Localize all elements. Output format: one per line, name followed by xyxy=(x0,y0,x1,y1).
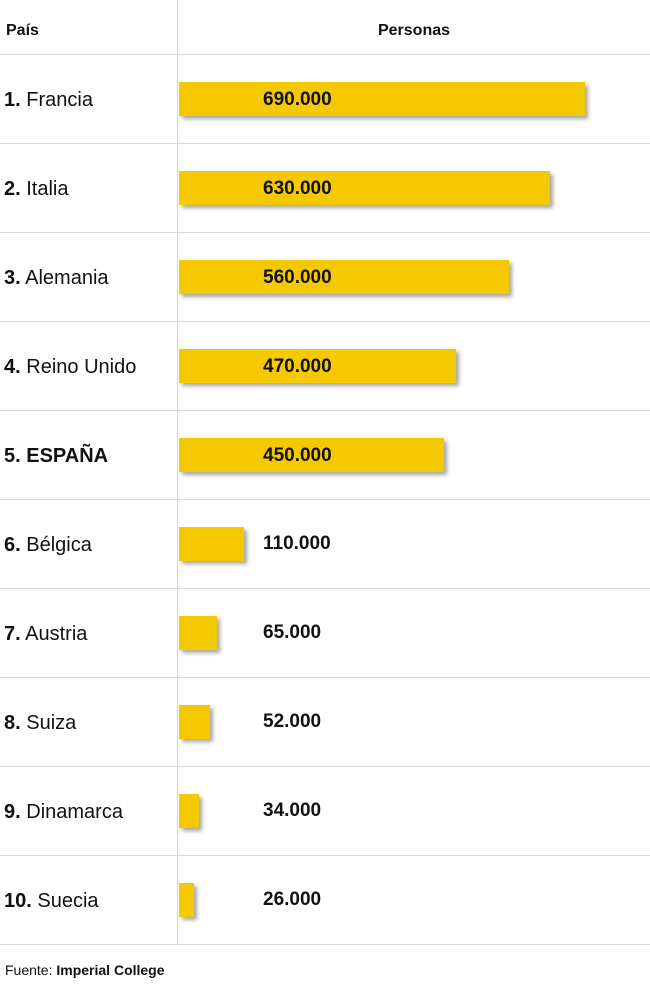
country-label: 3. Alemania xyxy=(4,267,109,290)
country-name: Suiza xyxy=(26,712,77,734)
country-name: Alemania xyxy=(25,267,109,289)
rank-number: 9. xyxy=(4,801,21,823)
source-prefix: Fuente: xyxy=(5,962,53,978)
table-header: País Personas xyxy=(0,0,650,55)
ranking-table: País Personas 1. Francia 690.000 2. Italia… xyxy=(0,0,650,945)
country-name: Dinamarca xyxy=(26,801,123,823)
rank-number: 8. xyxy=(4,712,21,734)
country-name: Francia xyxy=(26,89,93,111)
country-label: 7. Austria xyxy=(4,623,87,646)
country-name: Italia xyxy=(26,178,69,200)
table-row: 4. Reino Unido 470.000 xyxy=(0,322,650,411)
table-row: 6. Bélgica 110.000 xyxy=(0,500,650,589)
value-label: 65.000 xyxy=(263,622,322,643)
country-label: 10. Suecia xyxy=(4,890,99,913)
bar xyxy=(179,883,194,917)
bar xyxy=(179,82,585,116)
table-row: 9. Dinamarca 34.000 xyxy=(0,767,650,856)
table-row: 5. ESPAÑA 450.000 xyxy=(0,411,650,500)
bar xyxy=(179,171,550,205)
rank-number: 5. xyxy=(4,445,21,467)
value-label: 560.000 xyxy=(263,267,332,288)
country-name: Bélgica xyxy=(26,534,92,556)
country-label: 5. ESPAÑA xyxy=(4,445,108,468)
value-column-header: Personas xyxy=(377,22,451,39)
rank-number: 2. xyxy=(4,178,21,200)
source-name: Imperial College xyxy=(56,962,165,978)
country-name: ESPAÑA xyxy=(26,445,109,467)
country-label: 9. Dinamarca xyxy=(4,801,123,824)
rank-number: 7. xyxy=(4,623,21,645)
country-name: Austria xyxy=(25,623,88,645)
country-column-header: País xyxy=(6,22,39,39)
table-row: 3. Alemania 560.000 xyxy=(0,233,650,322)
country-label: 8. Suiza xyxy=(4,712,76,735)
bar xyxy=(179,794,199,828)
country-label: 6. Bélgica xyxy=(4,534,92,557)
value-label: 26.000 xyxy=(263,889,322,910)
column-divider xyxy=(177,0,178,944)
bar xyxy=(179,438,444,472)
rank-number: 6. xyxy=(4,534,21,556)
country-name: Reino Unido xyxy=(26,356,137,378)
bar xyxy=(179,349,456,383)
country-name: Suecia xyxy=(37,890,99,912)
value-label: 690.000 xyxy=(263,89,332,110)
source-note: Fuente: Imperial College xyxy=(5,962,165,978)
rank-number: 10. xyxy=(4,890,32,912)
country-label: 2. Italia xyxy=(4,178,69,201)
bar xyxy=(179,705,210,739)
rank-number: 1. xyxy=(4,89,21,111)
bar xyxy=(179,260,509,294)
bar xyxy=(179,527,244,561)
value-label: 450.000 xyxy=(263,445,332,466)
country-label: 4. Reino Unido xyxy=(4,356,136,379)
rank-number: 3. xyxy=(4,267,21,289)
value-label: 470.000 xyxy=(263,356,332,377)
table-row: 8. Suiza 52.000 xyxy=(0,678,650,767)
value-label: 630.000 xyxy=(263,178,332,199)
table-row: 7. Austria 65.000 xyxy=(0,589,650,678)
table-row: 1. Francia 690.000 xyxy=(0,55,650,144)
value-label: 110.000 xyxy=(263,533,331,554)
table-row: 10. Suecia 26.000 xyxy=(0,856,650,945)
value-label: 34.000 xyxy=(263,800,322,821)
table-row: 2. Italia 630.000 xyxy=(0,144,650,233)
rank-number: 4. xyxy=(4,356,21,378)
value-label: 52.000 xyxy=(263,711,322,732)
bar xyxy=(179,616,217,650)
country-label: 1. Francia xyxy=(4,89,93,112)
